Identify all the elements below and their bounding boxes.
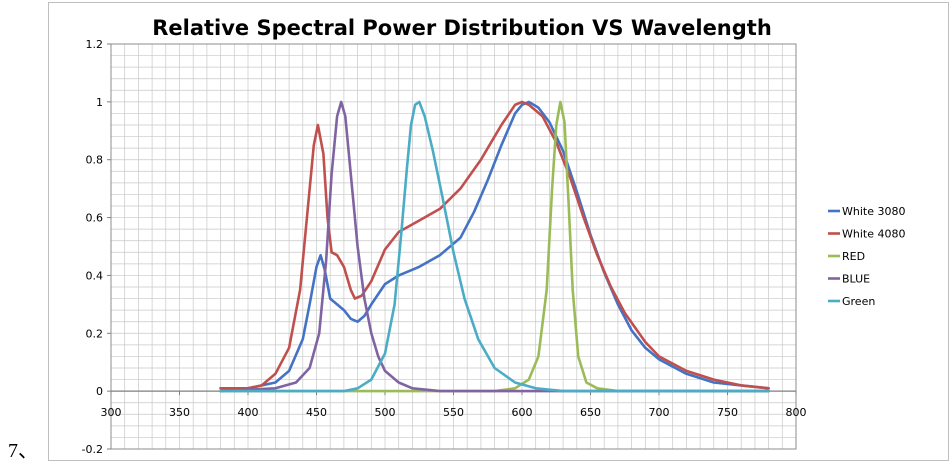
y-tick-label: 1.2 xyxy=(86,38,104,51)
chart-title: Relative Spectral Power Distribution VS … xyxy=(152,16,772,40)
x-tick-label: 700 xyxy=(649,406,670,419)
y-tick-label: -0.2 xyxy=(82,443,103,456)
series-line-green xyxy=(219,100,770,393)
series-lines xyxy=(219,100,770,393)
x-tick-label: 750 xyxy=(717,406,738,419)
x-tick-label: 650 xyxy=(580,406,601,419)
x-tick-label: 500 xyxy=(375,406,396,419)
x-tick-label: 550 xyxy=(443,406,464,419)
y-tick-label: 0.4 xyxy=(86,269,104,282)
y-tick-label: 0.2 xyxy=(86,327,104,340)
y-tick-label: 0.6 xyxy=(86,212,104,225)
y-tick-label: 1 xyxy=(96,96,103,109)
figure-prefix: 7、 xyxy=(8,440,38,462)
legend: White 3080 White 4080 RED BLUE Green xyxy=(828,205,905,308)
series-line-white-3080 xyxy=(219,100,770,390)
x-tick-label: 800 xyxy=(786,406,807,419)
y-tick-label: 0 xyxy=(96,385,103,398)
series-line-white-4080 xyxy=(219,100,770,390)
y-tick-label: 0.8 xyxy=(86,154,104,167)
legend-label: BLUE xyxy=(842,273,870,286)
series-line-blue xyxy=(219,100,770,393)
x-tick-label: 600 xyxy=(512,406,533,419)
series-line-red xyxy=(219,100,770,393)
axes: -0.2 0 0.2 0.4 0.6 0.8 1 1.2 300 350 400 450 500 550 6… xyxy=(82,38,807,456)
legend-label: White 4080 xyxy=(842,228,905,241)
legend-label: White 3080 xyxy=(842,205,905,218)
legend-label: RED xyxy=(842,250,865,263)
legend-label: Green xyxy=(842,295,875,308)
plot-area-border xyxy=(110,43,797,450)
x-tick-label: 300 xyxy=(101,406,122,419)
x-tick-label: 350 xyxy=(169,406,190,419)
x-tick-label: 400 xyxy=(238,406,259,419)
x-tick-label: 450 xyxy=(306,406,327,419)
